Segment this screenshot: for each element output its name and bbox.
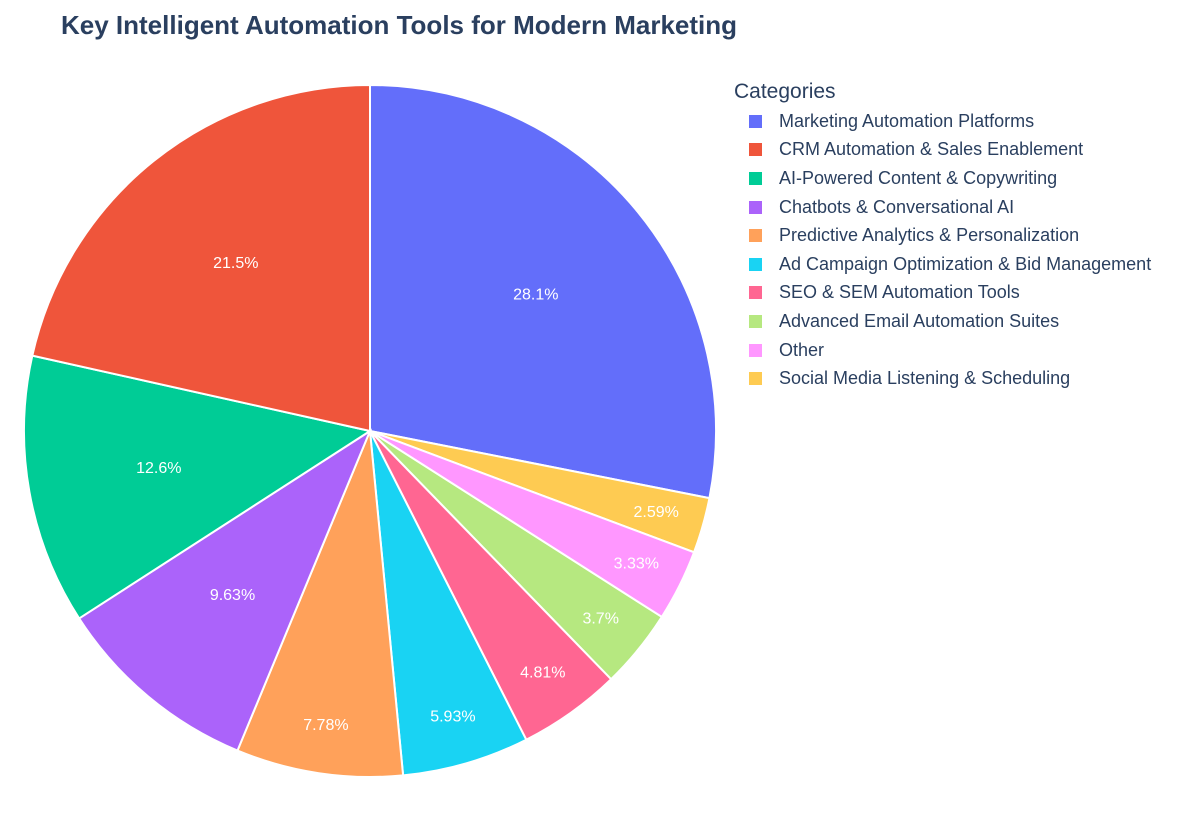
pie-slice-marketing-automation-platforms[interactable] xyxy=(369,83,717,500)
legend-swatch xyxy=(749,372,762,386)
legend-label: SEO & SEM Automation Tools xyxy=(779,282,1020,303)
legend-label: Social Media Listening & Scheduling xyxy=(779,368,1071,389)
slice-label-ad-campaign-optimization-and-bid-management: 5.93% xyxy=(430,708,475,725)
legend-swatch xyxy=(749,314,762,328)
legend-items: Marketing Automation Platforms CRM Automa… xyxy=(734,107,1151,393)
legend-title: Categories xyxy=(734,80,836,103)
legend-item-ai-powered-content-and-copywriting[interactable]: AI-Powered Content & Copywriting xyxy=(734,164,1151,193)
legend-label: Marketing Automation Platforms xyxy=(779,110,1035,131)
slice-label-predictive-analytics-and-personalization: 7.78% xyxy=(303,717,348,734)
legend-item-seo-and-sem-automation-tools[interactable]: SEO & SEM Automation Tools xyxy=(734,279,1151,308)
legend-item-chatbots-and-conversational-ai[interactable]: Chatbots & Conversational AI xyxy=(734,193,1151,222)
pie-chart: 28.1% 2.59% 3.33% 3.7% 4.81% 5.93% 7.78% 9.63% 1… xyxy=(22,83,717,778)
legend-swatch xyxy=(749,286,762,300)
slice-label-social-media-listening-and-scheduling: 2.59% xyxy=(634,504,679,521)
legend-label: AI-Powered Content & Copywriting xyxy=(779,167,1058,188)
pie-slice-predictive-analytics-and-personalization[interactable] xyxy=(236,430,405,778)
legend-swatch xyxy=(749,143,762,157)
legend-label: Advanced Email Automation Suites xyxy=(779,310,1060,331)
legend-item-predictive-analytics-and-personalization[interactable]: Predictive Analytics & Personalization xyxy=(734,221,1151,250)
pie-slice-ad-campaign-optimization-and-bid-management[interactable] xyxy=(369,430,528,777)
pie-slice-ai-powered-content-and-copywriting[interactable] xyxy=(22,354,373,620)
slice-label-other: 3.33% xyxy=(614,555,659,572)
pie-slice-crm-automation-and-sales-enablement[interactable] xyxy=(31,83,371,433)
legend-item-marketing-automation-platforms[interactable]: Marketing Automation Platforms xyxy=(734,107,1151,136)
legend-swatch xyxy=(749,200,762,214)
legend-label: Predictive Analytics & Personalization xyxy=(779,225,1080,246)
legend-item-social-media-listening-and-scheduling[interactable]: Social Media Listening & Scheduling xyxy=(734,364,1151,393)
legend-item-crm-automation-and-sales-enablement[interactable]: CRM Automation & Sales Enablement xyxy=(734,136,1151,165)
legend-swatch xyxy=(749,343,762,357)
slice-label-marketing-automation-platforms: 28.1% xyxy=(513,286,558,303)
slice-label-seo-and-sem-automation-tools: 4.81% xyxy=(520,665,565,682)
legend-swatch xyxy=(749,114,762,128)
legend-swatch xyxy=(749,257,762,271)
legend-label: Chatbots & Conversational AI xyxy=(779,196,1015,217)
legend-item-advanced-email-automation-suites[interactable]: Advanced Email Automation Suites xyxy=(734,307,1151,336)
pie-slice-chatbots-and-conversational-ai[interactable] xyxy=(77,428,373,752)
chart-title: Key Intelligent Automation Tools for Mod… xyxy=(61,10,738,40)
legend-label: CRM Automation & Sales Enablement xyxy=(779,139,1084,160)
slice-label-ai-powered-content-and-copywriting: 12.6% xyxy=(136,460,181,477)
slice-label-crm-automation-and-sales-enablement: 21.5% xyxy=(213,255,258,272)
legend-swatch xyxy=(749,229,762,243)
slice-label-chatbots-and-conversational-ai: 9.63% xyxy=(210,587,255,604)
slice-label-advanced-email-automation-suites: 3.7% xyxy=(582,610,618,627)
legend-label: Ad Campaign Optimization & Bid Managemen… xyxy=(779,253,1152,274)
legend-item-ad-campaign-optimization-and-bid-management[interactable]: Ad Campaign Optimization & Bid Managemen… xyxy=(734,250,1151,279)
legend: Categories Marketing Automation Platform… xyxy=(734,80,1151,393)
legend-swatch xyxy=(749,171,762,185)
legend-label: Other xyxy=(779,339,825,360)
legend-item-other[interactable]: Other xyxy=(734,336,1151,365)
